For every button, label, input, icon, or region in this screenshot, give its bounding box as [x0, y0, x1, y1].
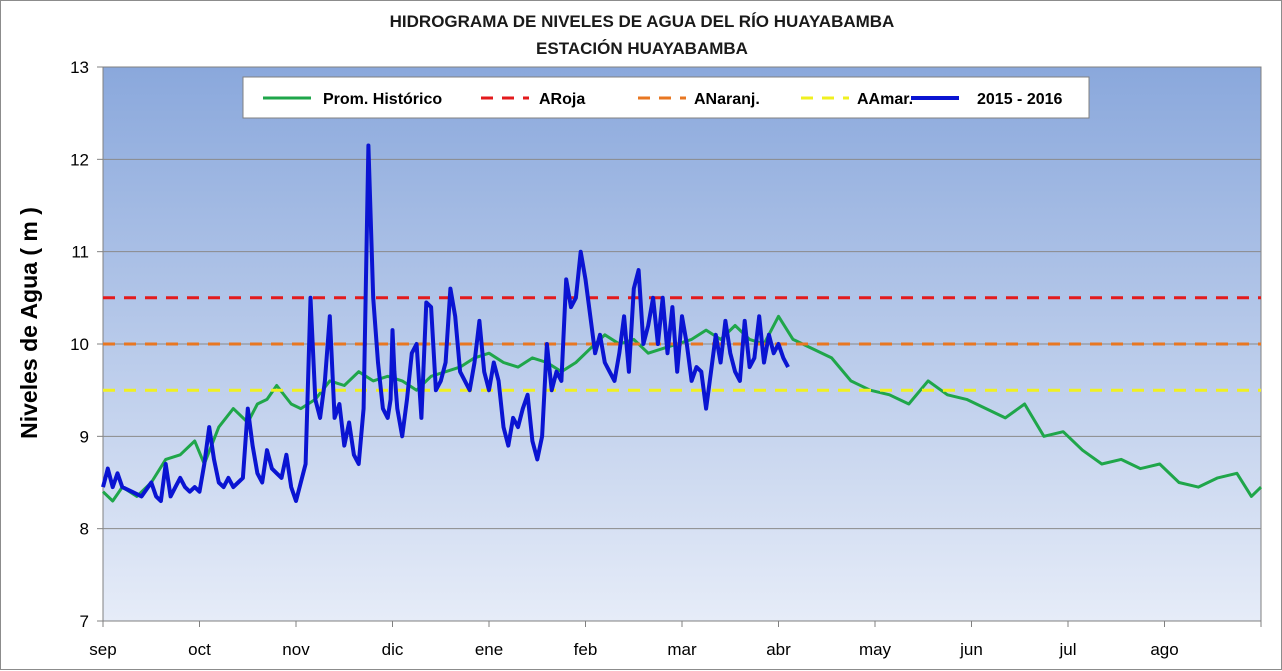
x-tick-label: feb — [574, 640, 598, 659]
x-tick-label: jul — [1058, 640, 1076, 659]
series-line-4 — [101, 143, 790, 503]
legend-label: ARoja — [539, 91, 585, 108]
y-tick-label: 8 — [80, 520, 89, 539]
y-tick-label: 10 — [70, 335, 89, 354]
legend-label: AAmar. — [857, 91, 913, 108]
y-tick-label: 11 — [71, 243, 89, 262]
x-tick-label: ago — [1150, 640, 1178, 659]
legend-label: 2015 - 2016 — [977, 91, 1063, 108]
x-tick-label: abr — [766, 640, 791, 659]
x-tick-label: dic — [382, 640, 404, 659]
x-tick-label: may — [859, 640, 892, 659]
y-tick-label: 13 — [70, 58, 89, 77]
x-tick-label: sep — [89, 640, 116, 659]
x-tick-label: mar — [667, 640, 697, 659]
y-tick-label: 7 — [80, 612, 89, 631]
chart-title: HIDROGRAMA DE NIVELES DE AGUA DEL RÍO HU… — [390, 12, 895, 31]
legend-label: ANaranj. — [694, 91, 760, 108]
series-line-0 — [101, 314, 1263, 503]
x-tick-label: jun — [959, 640, 983, 659]
x-tick-label: oct — [188, 640, 211, 659]
x-tick-label: nov — [282, 640, 310, 659]
y-tick-label: 9 — [80, 427, 89, 446]
chart-subtitle: ESTACIÓN HUAYABAMBA — [536, 39, 748, 58]
legend-label: Prom. Histórico — [323, 91, 442, 108]
y-tick-label: 12 — [70, 150, 89, 169]
legend: Prom. Histórico ARoja ANaranj. AAmar. 2015 -… — [242, 76, 1090, 119]
x-tick-label: ene — [475, 640, 503, 659]
y-axis-label: Niveles de Agua ( m ) — [16, 207, 42, 439]
